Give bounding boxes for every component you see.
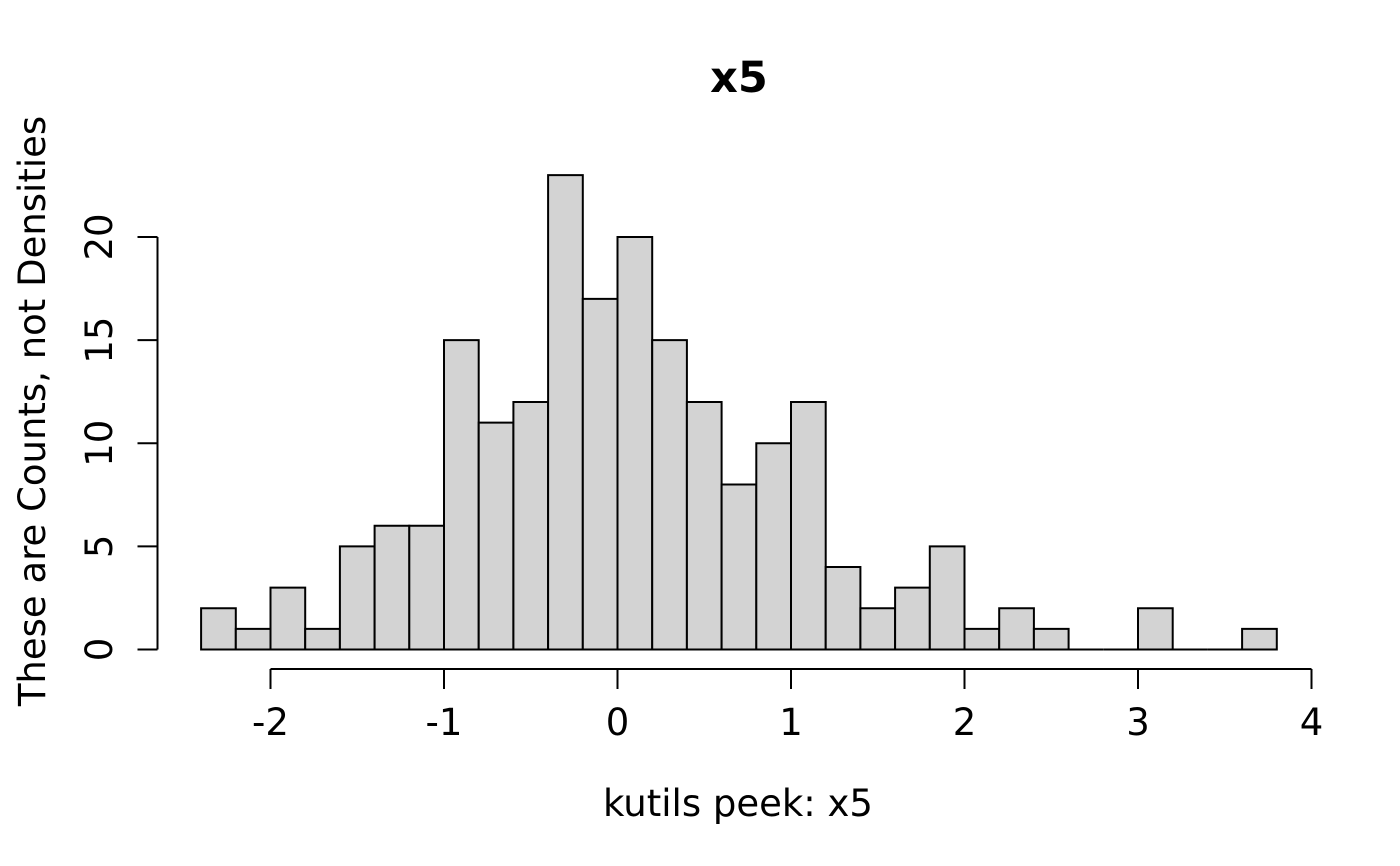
axes-group	[137, 236, 1313, 689]
histogram-bar	[651, 339, 688, 651]
histogram-bar	[928, 545, 966, 651]
histogram-bar	[963, 627, 1001, 651]
histogram-bar	[443, 339, 480, 651]
x-tick-label: 1	[779, 701, 803, 744]
histogram-bar	[338, 545, 376, 651]
histogram-bar	[1137, 607, 1174, 651]
y-tick-label: 0	[78, 638, 121, 662]
y-tick-label: 10	[78, 420, 121, 467]
histogram-bar	[1032, 627, 1070, 651]
histogram-bar	[998, 607, 1035, 651]
histogram-bar	[234, 627, 272, 651]
x-tick-label: -2	[252, 701, 289, 744]
bars-group	[200, 174, 1278, 651]
x-tick-label: 0	[606, 701, 630, 744]
histogram-bar	[477, 421, 515, 651]
histogram-bar	[547, 174, 584, 651]
histogram-bar	[304, 627, 341, 651]
y-axis-label: These are Counts, not Densities	[11, 116, 54, 707]
histogram-bar	[755, 442, 792, 651]
x-tick-label: 2	[953, 701, 977, 744]
histogram-bar	[894, 586, 931, 651]
histogram-bar	[720, 483, 758, 651]
histogram-bar	[200, 607, 237, 651]
y-tick-label: 20	[78, 213, 121, 260]
histogram-bar	[824, 566, 862, 651]
histogram-bar	[269, 586, 307, 651]
y-tick-label: 15	[78, 317, 121, 364]
x-tick-label: 4	[1300, 701, 1324, 744]
x-axis-label: kutils peek: x5	[603, 782, 873, 825]
x-tick-label: -1	[426, 701, 463, 744]
histogram-bar	[859, 607, 897, 651]
chart-title: x5	[710, 53, 768, 103]
histogram-bar	[408, 524, 445, 651]
histogram-bar	[581, 297, 619, 651]
histogram-bar	[512, 401, 550, 651]
histogram-bar	[1241, 627, 1278, 651]
histogram-bar	[616, 236, 654, 651]
y-tick-label: 5	[78, 535, 121, 559]
x-tick-label: 3	[1126, 701, 1150, 744]
histogram-bar	[373, 524, 411, 651]
histogram-bar	[685, 401, 723, 651]
histogram-bar	[790, 401, 827, 651]
tick-labels-group: -2 -1 0 1 2 3 4 0 5 10 15 20	[78, 213, 1323, 744]
